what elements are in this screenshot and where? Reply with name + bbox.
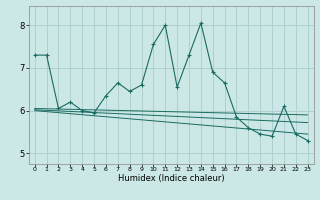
X-axis label: Humidex (Indice chaleur): Humidex (Indice chaleur) (118, 174, 225, 183)
